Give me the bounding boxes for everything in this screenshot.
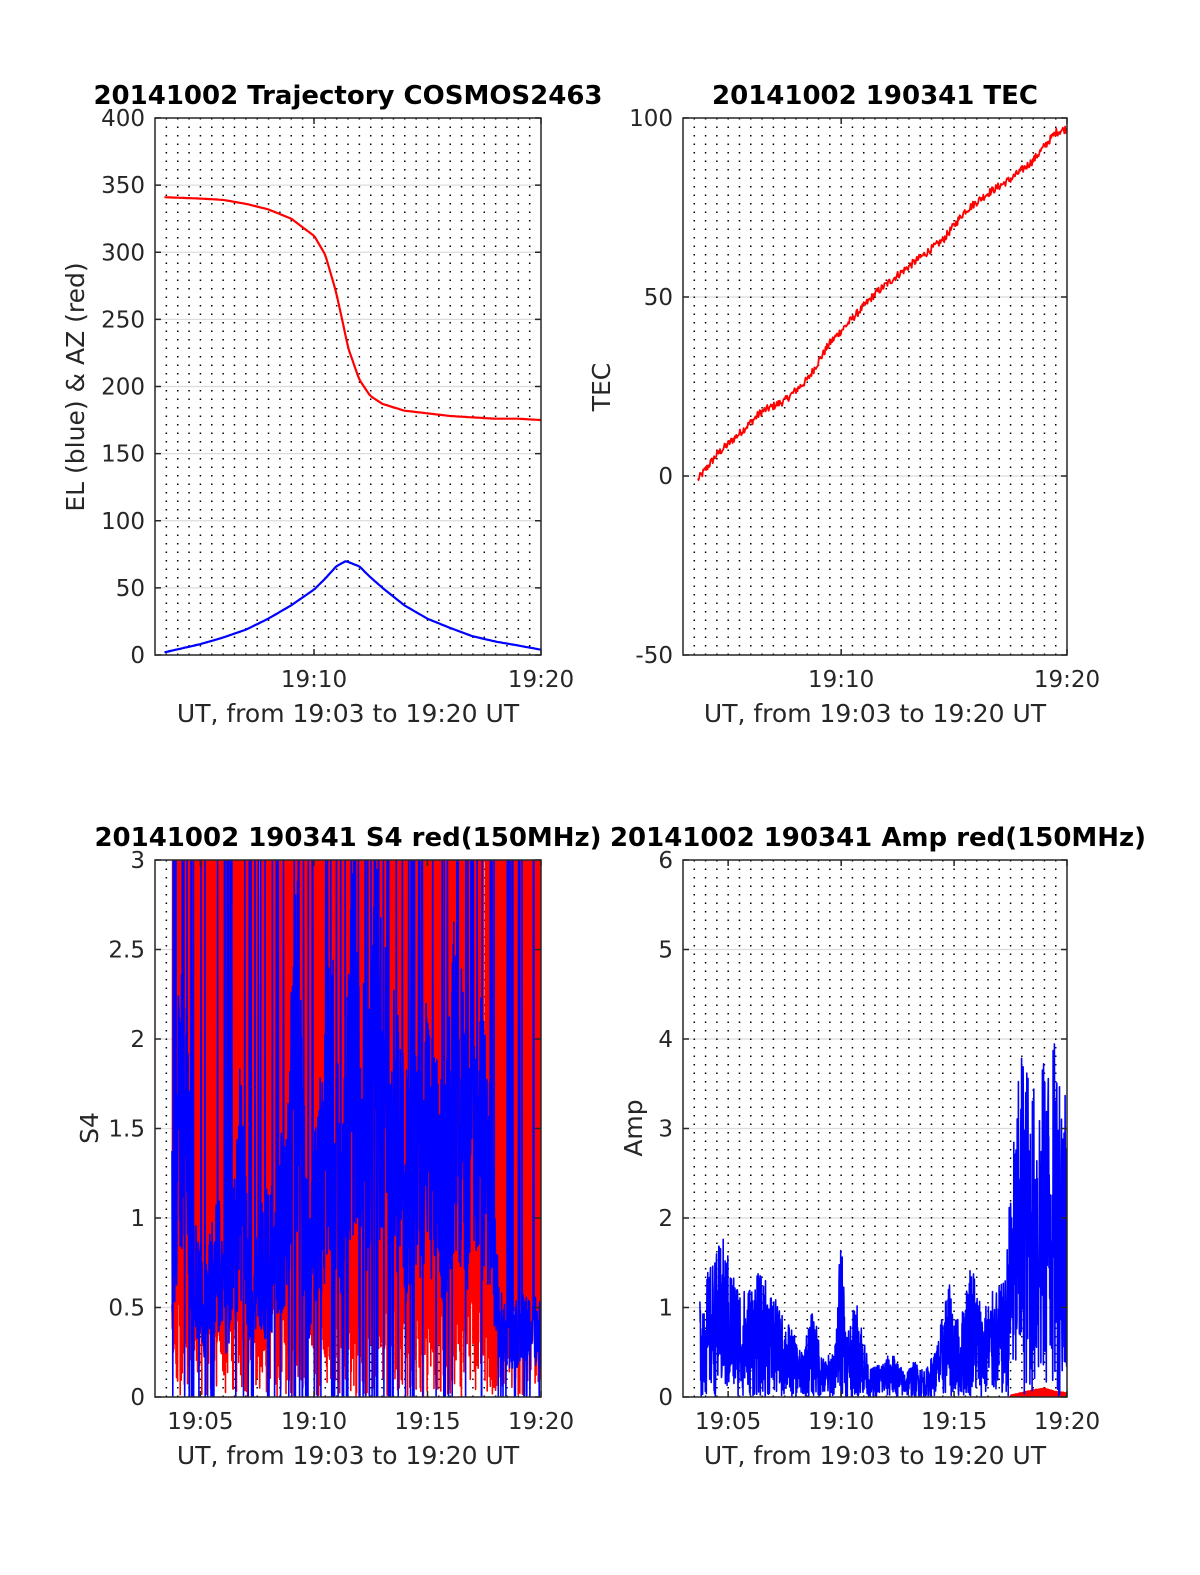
trajectory-title: 20141002 Trajectory COSMOS2463: [93, 81, 602, 111]
amp-xtick-label: 19:20: [1034, 1409, 1100, 1435]
s4-ytick-label: 3: [130, 848, 145, 874]
amp-ytick-label: 2: [658, 1206, 673, 1232]
amp-ytick-label: 6: [658, 848, 673, 874]
s4-plot-area: [171, 860, 541, 1397]
tec-series-red-line: [697, 125, 1067, 481]
tec-grid: [683, 118, 1067, 655]
s4-ytick-label: 1: [130, 1206, 145, 1232]
tec-xtick-label: 19:20: [1034, 667, 1100, 693]
amp-ylabel: Amp: [619, 1099, 648, 1156]
s4-xtick-label: 19:10: [281, 1409, 347, 1435]
tec-xtick-label: 19:10: [808, 667, 874, 693]
trajectory-ytick-label: 100: [101, 509, 145, 535]
trajectory-ytick-label: 300: [101, 240, 145, 266]
s4-ytick-label: 0.5: [108, 1296, 145, 1322]
trajectory-series-blue-line: [164, 560, 541, 654]
amp-ytick-label: 4: [658, 1027, 673, 1053]
s4-ytick-label: 2: [130, 1027, 145, 1053]
amp-ytick-label: 1: [658, 1296, 673, 1322]
s4-xtick-label: 19:05: [167, 1409, 233, 1435]
tec-ytick-label: -50: [635, 643, 673, 669]
tec-ytick-label: 0: [658, 464, 673, 490]
trajectory-ytick-label: 150: [101, 442, 145, 468]
trajectory-series-red-line: [164, 196, 541, 422]
amp-chart: 0 1 2 3 4 5 6 19:05 19:10 19:15 19:20 20141002 1903…: [610, 823, 1146, 1470]
s4-ytick-label: 1.5: [108, 1117, 145, 1143]
amp-xtick-label: 19:10: [808, 1409, 874, 1435]
s4-title: 20141002 190341 S4 red(150MHz): [94, 823, 601, 853]
trajectory-xtick-label: 19:10: [281, 667, 347, 693]
tec-xlabel: UT, from 19:03 to 19:20 UT: [704, 699, 1047, 728]
trajectory-xtick-label: 19:20: [508, 667, 574, 693]
tec-chart: -50 0 50 100 19:10 19:20 20141002 190341 TEC UT…: [587, 81, 1100, 728]
trajectory-grid: [155, 118, 541, 655]
s4-xtick-label: 19:20: [508, 1409, 574, 1435]
trajectory-ylabel: EL (blue) & AZ (red): [61, 262, 90, 511]
amp-xlabel: UT, from 19:03 to 19:20 UT: [704, 1441, 1047, 1470]
trajectory-ytick-label: 50: [116, 576, 145, 602]
trajectory-ytick-label: 0: [130, 643, 145, 669]
trajectory-ytick-label: 400: [101, 106, 145, 132]
amp-xtick-label: 19:05: [695, 1409, 761, 1435]
s4-ylabel: S4: [75, 1112, 104, 1144]
tec-ytick-label: 50: [644, 285, 673, 311]
s4-chart: 0 0.5 1 1.5 2 2.5 3 19:05 19:10 19:15 19:20 2014100…: [75, 823, 602, 1470]
tec-axes-frame: [682, 117, 1068, 656]
trajectory-plot-area: [164, 196, 541, 654]
s4-ytick-label: 0: [130, 1385, 145, 1411]
amp-ytick-label: 5: [658, 938, 673, 964]
amp-xtick-label: 19:15: [921, 1409, 987, 1435]
tec-title: 20141002 190341 TEC: [712, 81, 1038, 111]
s4-series-blue-line: [171, 860, 541, 1397]
s4-ytick-label: 2.5: [108, 938, 145, 964]
amp-series-blue-line: [699, 1043, 1067, 1397]
amp-title: 20141002 190341 Amp red(150MHz): [610, 823, 1146, 853]
s4-xtick-label: 19:15: [394, 1409, 460, 1435]
amp-ytick-label: 3: [658, 1117, 673, 1143]
tec-ylabel: TEC: [587, 363, 616, 413]
amp-plot-area: [699, 1043, 1067, 1397]
trajectory-ytick-label: 350: [101, 173, 145, 199]
tec-plot-area: [697, 125, 1067, 481]
trajectory-chart: 0 50 100 150 200 250 300 350 400 19:10 19:20 201410…: [61, 81, 603, 728]
tec-ytick-label: 100: [629, 106, 673, 132]
amp-series-red-line: [1009, 1387, 1067, 1397]
s4-xlabel: UT, from 19:03 to 19:20 UT: [177, 1441, 520, 1470]
trajectory-ytick-label: 200: [101, 375, 145, 401]
amp-ytick-label: 0: [658, 1385, 673, 1411]
trajectory-ytick-label: 250: [101, 307, 145, 333]
trajectory-xlabel: UT, from 19:03 to 19:20 UT: [177, 699, 520, 728]
